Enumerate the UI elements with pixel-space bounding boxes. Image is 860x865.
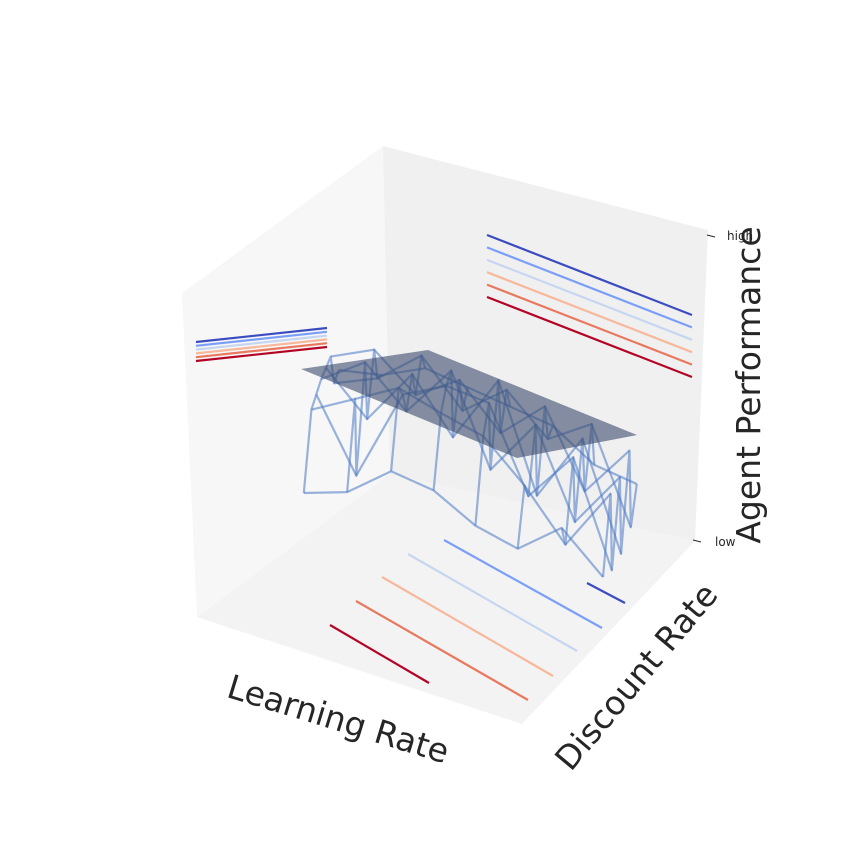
- contour-floor-4: [443, 539, 603, 629]
- contour-floor-5: [586, 582, 626, 604]
- contour-left-1: [195, 342, 328, 359]
- contour-back-2: [486, 271, 693, 354]
- threshold-plane: [301, 350, 637, 458]
- contour-left-4: [195, 330, 328, 347]
- contour-floor-2: [381, 576, 554, 677]
- contour-back-4: [486, 246, 693, 329]
- contour-back-5: [486, 233, 693, 317]
- z-tick-mark-high: [706, 234, 716, 238]
- z-tick-mark-low: [692, 539, 702, 543]
- z-tick-low: low: [715, 535, 736, 549]
- contour-left-2: [195, 338, 328, 355]
- contour-floor-1: [355, 600, 529, 701]
- wire-row-7: [601, 449, 638, 578]
- contour-floor-3: [407, 553, 578, 652]
- contours-back-wall: [486, 233, 693, 379]
- contour-left-0: [195, 345, 328, 363]
- wire-col-0: [303, 470, 604, 578]
- left-pane: [182, 146, 390, 617]
- contour-back-1: [486, 283, 693, 366]
- z-tick-high: high: [727, 229, 753, 243]
- contour-floor-0: [329, 624, 430, 684]
- contours-floor: [329, 539, 626, 701]
- contour-back-3: [486, 258, 693, 341]
- contour-back-0: [486, 295, 693, 379]
- contour-left-3: [195, 334, 328, 351]
- back-pane: [383, 146, 708, 541]
- floor-pane: [197, 474, 695, 724]
- z-axis-label: Agent Performance: [729, 226, 768, 543]
- contours-left-wall: [195, 326, 328, 363]
- contour-left-5: [195, 326, 328, 344]
